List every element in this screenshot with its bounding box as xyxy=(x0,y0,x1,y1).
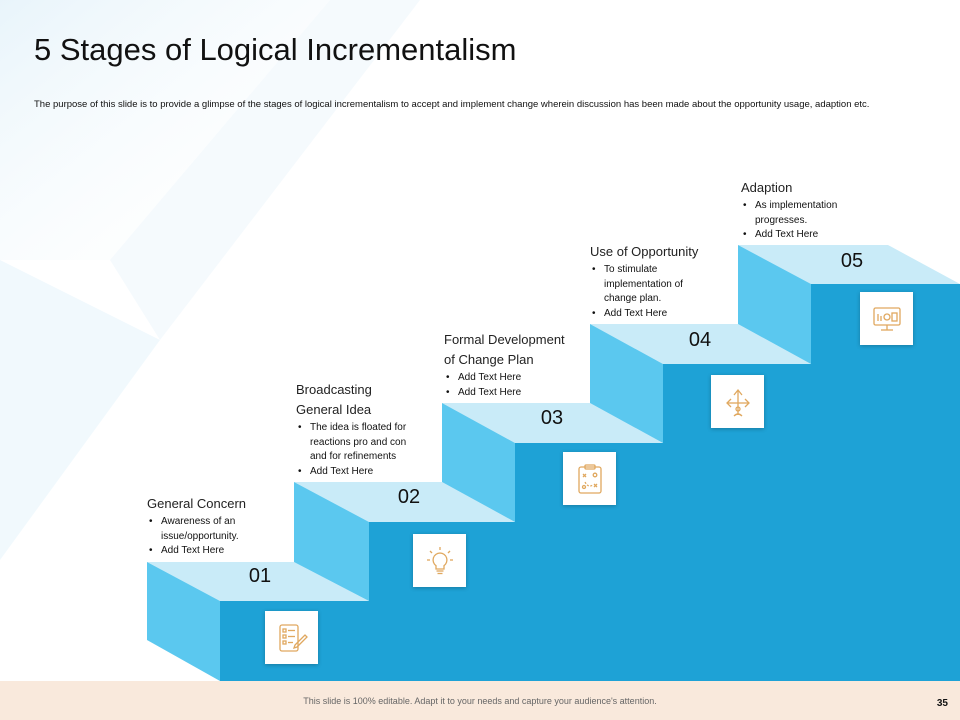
stage-2-text: Broadcasting General Idea The idea is fl… xyxy=(296,380,436,479)
stage-4-bullet: To stimulate implementation of change pl… xyxy=(590,263,700,307)
step-number-4: 04 xyxy=(688,329,712,351)
page-subtitle: The purpose of this slide is to provide … xyxy=(34,99,870,110)
stage-4-title: Use of Opportunity xyxy=(590,244,699,259)
step-2-top xyxy=(294,482,515,522)
stage-1-title: General Concern xyxy=(147,496,246,511)
stage-3-title-line-2: of Change Plan xyxy=(444,352,534,367)
strategy-clipboard-icon xyxy=(577,463,602,494)
stage-1-bullet: Add Text Here xyxy=(147,544,287,559)
stage-3-title-line-1: Formal Development xyxy=(444,332,565,347)
stage-4-bullet: Add Text Here xyxy=(590,307,735,322)
stage-5-bullet: Add Text Here xyxy=(741,228,891,243)
checklist-icon xyxy=(278,623,308,652)
stage-3-bullet: Add Text Here xyxy=(444,386,594,401)
stage-3-text: Formal Development of Change Plan Add Te… xyxy=(444,330,594,400)
page-number: 35 xyxy=(936,698,948,709)
step-3-riser xyxy=(442,403,515,522)
step-1-top xyxy=(147,562,369,601)
stage-2-icon-card xyxy=(413,534,466,587)
monitor-dashboard-icon xyxy=(872,306,901,331)
stage-5-text: Adaption As implementation progresses. A… xyxy=(741,178,891,243)
lightbulb-icon xyxy=(426,546,453,574)
step-number-1: 01 xyxy=(248,565,272,587)
step-number-5: 05 xyxy=(840,250,864,272)
footer-text: This slide is 100% editable. Adapt it to… xyxy=(303,696,657,706)
step-5-riser xyxy=(738,245,811,364)
step-1-riser xyxy=(147,562,220,681)
step-3-top xyxy=(442,403,663,443)
step-2-riser xyxy=(294,482,369,601)
step-4-top xyxy=(590,324,811,364)
stage-5-icon-card xyxy=(860,292,913,345)
step-5-top xyxy=(738,245,960,284)
stage-2-title-line-1: Broadcasting xyxy=(296,382,372,397)
stage-2-bullet: The idea is floated for reactions pro an… xyxy=(296,421,424,465)
stage-2-bullet: Add Text Here xyxy=(296,465,436,480)
direction-arrows-icon xyxy=(725,388,750,416)
stage-1-icon-card xyxy=(265,611,318,664)
step-4-riser xyxy=(590,324,663,443)
stage-1-text: General Concern Awareness of an issue/op… xyxy=(147,494,287,559)
stage-5-title: Adaption xyxy=(741,180,793,195)
stage-5-bullet: As implementation progresses. xyxy=(741,199,861,228)
stage-4-text: Use of Opportunity To stimulate implemen… xyxy=(590,242,735,321)
page-title: 5 Stages of Logical Incrementalism xyxy=(34,32,517,67)
footer-bar: This slide is 100% editable. Adapt it to… xyxy=(0,681,960,720)
stage-4-icon-card xyxy=(711,375,764,428)
step-number-2: 02 xyxy=(397,486,421,508)
stage-1-bullet: Awareness of an issue/opportunity. xyxy=(147,515,257,544)
stage-3-bullet: Add Text Here xyxy=(444,371,594,386)
background-decoration xyxy=(0,0,330,560)
stage-2-title-line-2: General Idea xyxy=(296,402,372,417)
stage-3-icon-card xyxy=(563,452,616,505)
step-number-3: 03 xyxy=(540,407,564,429)
